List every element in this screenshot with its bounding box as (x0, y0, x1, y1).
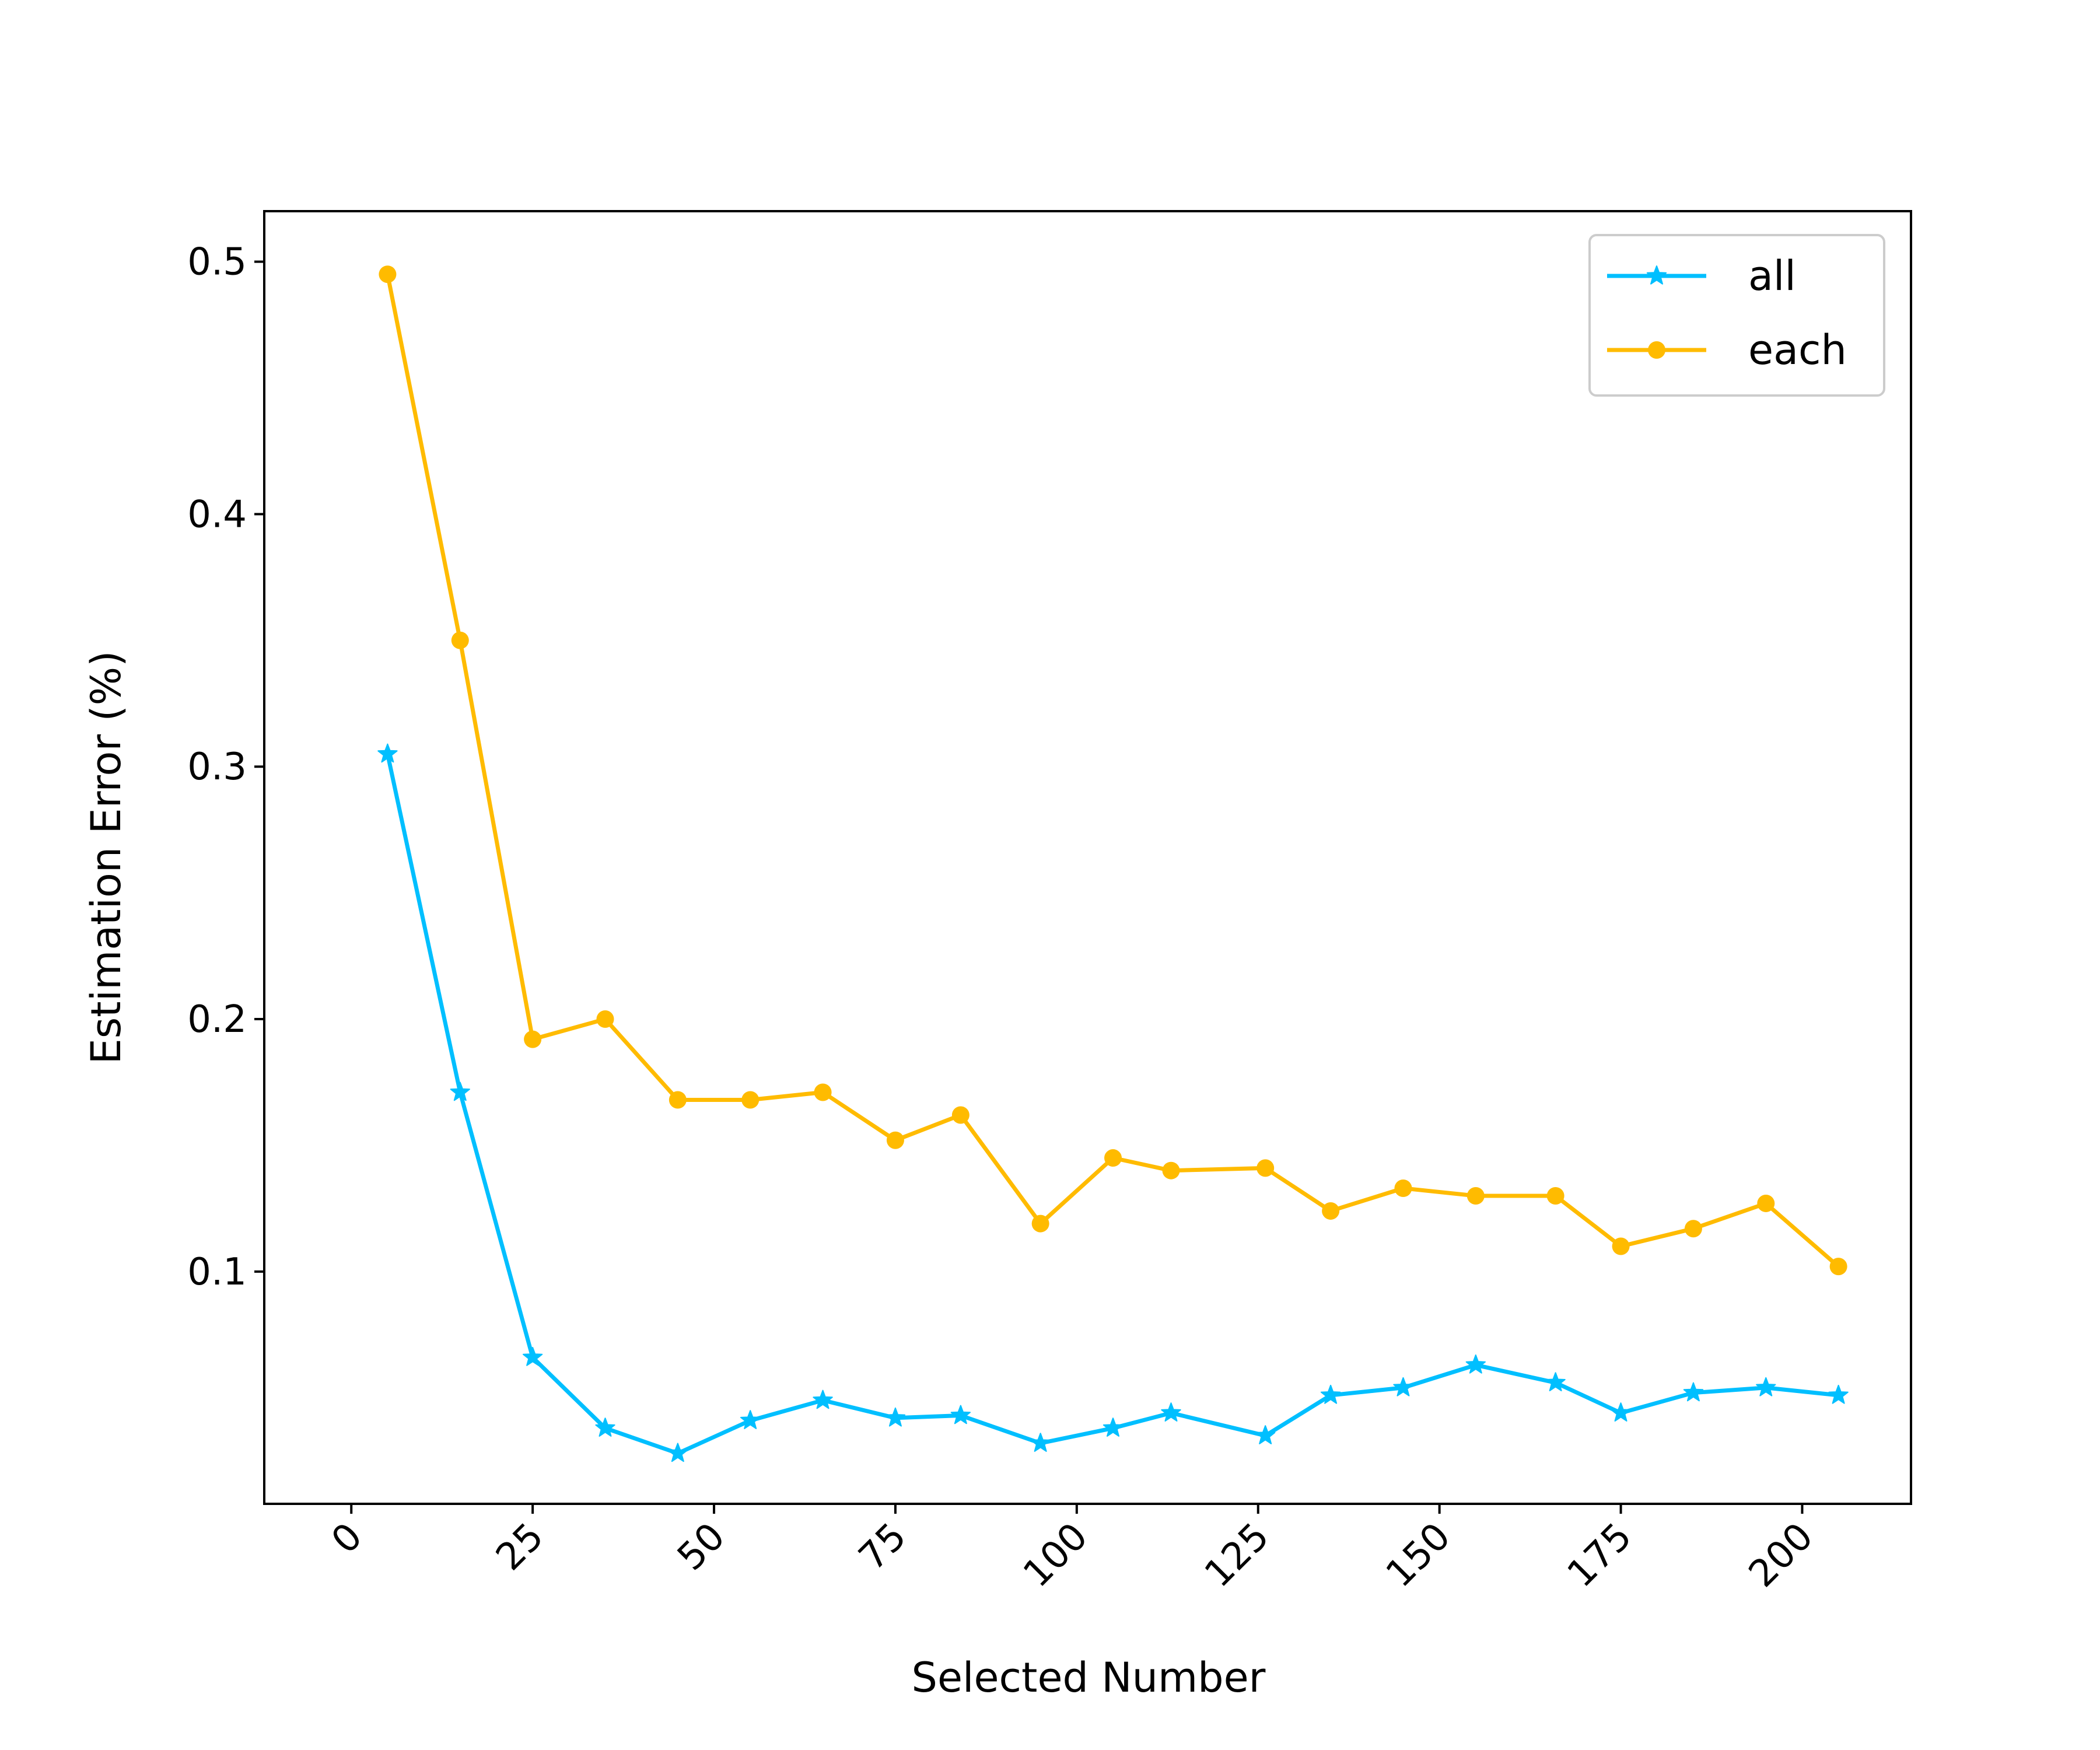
data-point-all (450, 1082, 470, 1101)
data-point-each (1757, 1194, 1775, 1212)
data-point-all (1611, 1402, 1631, 1422)
data-point-all (1545, 1372, 1566, 1391)
data-point-all (1683, 1382, 1704, 1402)
data-point-all (885, 1407, 906, 1427)
data-point-each (886, 1131, 904, 1149)
data-point-each (1104, 1149, 1122, 1167)
y-tick-label: 0.2 (187, 998, 247, 1041)
data-point-each (451, 631, 469, 649)
data-point-all (813, 1390, 833, 1409)
data-point-each (1466, 1186, 1485, 1205)
data-point-all (740, 1410, 761, 1429)
data-point-all (1030, 1433, 1051, 1452)
y-axis-label: Estimation Error (%) (82, 650, 130, 1064)
data-point-each (668, 1091, 687, 1109)
data-point-all (667, 1443, 688, 1462)
data-point-each (1256, 1159, 1275, 1177)
data-point-each (1829, 1258, 1847, 1276)
data-point-all (1161, 1402, 1181, 1422)
data-point-all (595, 1418, 615, 1437)
data-point-each (1546, 1186, 1564, 1205)
data-point-all (1828, 1384, 1849, 1404)
data-point-all (1465, 1354, 1486, 1374)
y-tick-label: 0.3 (187, 746, 247, 789)
data-point-all (1255, 1425, 1276, 1444)
data-point-each (814, 1083, 832, 1101)
plot-frame (263, 210, 1912, 1505)
x-axis-label: Selected Number (912, 1654, 1266, 1702)
data-point-each (1612, 1237, 1630, 1255)
data-point-all (1320, 1384, 1341, 1404)
data-point-all (522, 1346, 543, 1366)
data-point-each (1031, 1214, 1049, 1233)
data-point-each (596, 1010, 614, 1028)
data-point-all (1102, 1418, 1124, 1437)
data-point-each (379, 265, 397, 284)
data-point-all (1393, 1377, 1413, 1396)
legend-marker-all (1646, 265, 1667, 285)
data-point-each (1684, 1220, 1702, 1238)
data-point-each (524, 1030, 542, 1048)
data-point-each (1322, 1202, 1340, 1220)
plot-area (377, 265, 1849, 1462)
y-tick-label: 0.1 (187, 1251, 247, 1294)
legend: all each (1588, 234, 1885, 397)
y-tick-label: 0.4 (187, 493, 247, 536)
data-point-all (377, 743, 398, 763)
legend-label-all: all (1748, 252, 1796, 300)
data-point-all (1756, 1377, 1776, 1396)
data-point-each (1394, 1179, 1412, 1197)
data-point-each (1162, 1161, 1180, 1180)
y-tick-label: 0.5 (187, 241, 247, 284)
data-point-all (950, 1405, 971, 1424)
legend-label-each: each (1748, 326, 1847, 374)
data-point-each (951, 1106, 970, 1124)
data-point-each (741, 1091, 760, 1109)
legend-marker-each (1648, 341, 1665, 359)
